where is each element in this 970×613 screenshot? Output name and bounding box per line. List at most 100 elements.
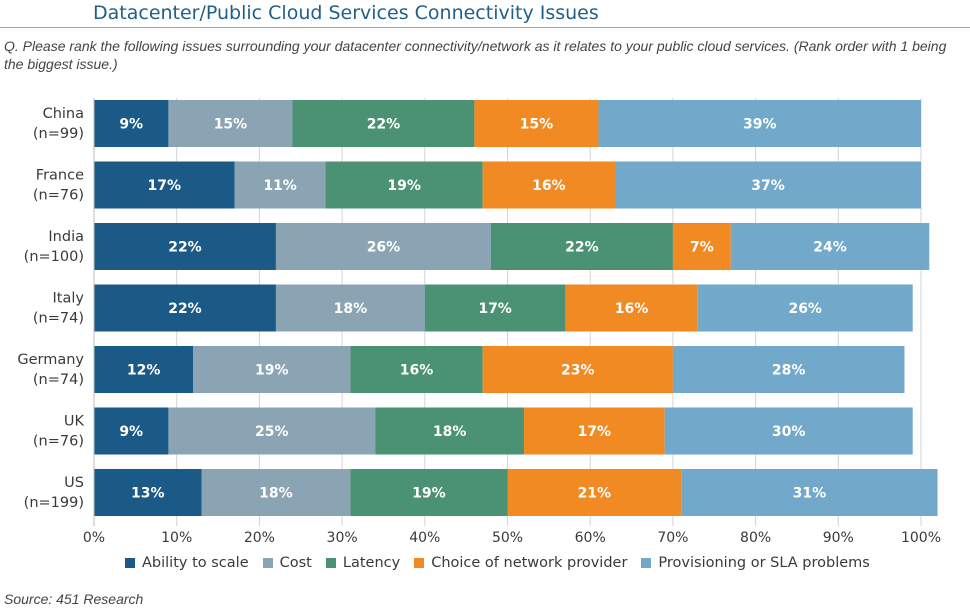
legend-item: Choice of network provider (414, 555, 627, 571)
bar-segment (424, 284, 566, 332)
bar-segment (482, 346, 673, 393)
data-label: 26% (367, 240, 401, 256)
data-label: 15% (214, 117, 248, 133)
data-label: 17% (148, 178, 182, 194)
data-label: 26% (788, 301, 822, 317)
legend-item: Latency (325, 555, 400, 571)
bar-segment (325, 161, 483, 209)
category-label: India (48, 229, 84, 245)
x-tick-label: 90% (823, 530, 854, 546)
bar-segment (94, 284, 276, 332)
x-tick-label: 100% (901, 530, 941, 546)
x-tick-label: 0% (83, 530, 105, 546)
data-label: 23% (561, 363, 595, 379)
x-tick-label: 30% (327, 530, 358, 546)
data-label: 31% (793, 486, 827, 502)
data-label: 16% (532, 178, 566, 194)
bar-segment (681, 469, 938, 516)
legend-swatch (414, 558, 425, 568)
source-note: Source: 451 Research (4, 591, 144, 607)
bar-segment (234, 161, 326, 209)
data-label: 12% (127, 363, 161, 379)
x-tick-label: 40% (409, 530, 440, 546)
data-label: 19% (387, 178, 421, 194)
data-label: 16% (615, 301, 649, 317)
data-label: 22% (168, 240, 202, 256)
bar-segment (524, 407, 665, 455)
bar-segment (615, 161, 921, 209)
category-sample-size: (n=74) (33, 372, 84, 388)
bar-segment (730, 223, 930, 270)
bar-segment (490, 223, 673, 270)
bar-segment (275, 284, 425, 332)
data-label: 37% (751, 178, 785, 194)
bar-segment (672, 346, 905, 393)
bar-segment (375, 407, 525, 455)
category-sample-size: (n=74) (33, 311, 84, 327)
data-label: 30% (772, 424, 806, 440)
x-tick-label: 80% (740, 530, 771, 546)
category-sample-size: (n=76) (33, 188, 84, 204)
data-label: 39% (743, 117, 777, 133)
data-label: 19% (412, 486, 446, 502)
data-label: 7% (690, 240, 714, 256)
category-sample-size: (n=199) (24, 495, 84, 511)
data-label: 22% (565, 240, 599, 256)
legend-swatch (325, 558, 336, 568)
legend-label: Choice of network provider (431, 555, 628, 571)
data-label: 22% (367, 117, 401, 133)
bar-segment (672, 223, 731, 270)
survey-question: Q. Please rank the following issues surr… (4, 38, 947, 72)
legend-label: Provisioning or SLA problems (658, 555, 870, 571)
data-label: 9% (119, 424, 143, 440)
bar-segment (275, 223, 491, 270)
x-tick-label: 50% (492, 530, 523, 546)
x-tick-label: 60% (575, 530, 606, 546)
category-label: Italy (53, 291, 85, 307)
legend-swatch (125, 558, 135, 568)
title-divider (0, 27, 970, 28)
data-label: 22% (168, 301, 202, 317)
legend-item: Ability to scale (125, 555, 249, 571)
bar-segment (697, 284, 913, 332)
data-label: 18% (433, 424, 467, 440)
data-label: 25% (255, 424, 289, 440)
bar-segment (94, 346, 194, 393)
data-label: 13% (131, 486, 165, 502)
bar-segment (507, 469, 682, 516)
category-label: China (43, 106, 84, 122)
data-label: 18% (259, 486, 293, 502)
legend-swatch (262, 558, 273, 568)
bar-segment (350, 346, 483, 393)
legend-item: Cost (262, 555, 312, 571)
bar-segment (350, 469, 508, 516)
category-sample-size: (n=76) (33, 434, 84, 450)
chart-title: Datacenter/Public Cloud Services Connect… (93, 2, 599, 24)
bar-segment (664, 407, 913, 455)
data-label: 9% (119, 117, 143, 133)
chart-legend: Ability to scale Cost Latency Choice of net… (125, 555, 884, 571)
bar-segment (598, 100, 921, 147)
bar-segment (168, 100, 293, 147)
category-label: UK (64, 414, 85, 430)
bar-segment (201, 469, 351, 516)
x-tick-label: 70% (657, 530, 688, 546)
bar-segment (474, 100, 599, 147)
x-tick-label: 10% (161, 530, 192, 546)
data-label: 24% (813, 240, 847, 256)
data-label: 18% (334, 301, 368, 317)
category-sample-size: (n=99) (33, 126, 84, 142)
bar-segment (94, 161, 235, 209)
legend-label: Ability to scale (142, 555, 249, 571)
legend-swatch (641, 558, 652, 568)
data-label: 11% (263, 178, 297, 194)
bar-segment (94, 223, 276, 270)
legend-label: Cost (279, 555, 312, 571)
bar-segment (292, 100, 475, 147)
category-sample-size: (n=100) (24, 249, 84, 265)
data-label: 19% (255, 363, 289, 379)
data-label: 17% (578, 424, 612, 440)
category-label: Germany (17, 352, 84, 368)
x-tick-label: 20% (244, 530, 275, 546)
category-label: France (36, 168, 84, 184)
